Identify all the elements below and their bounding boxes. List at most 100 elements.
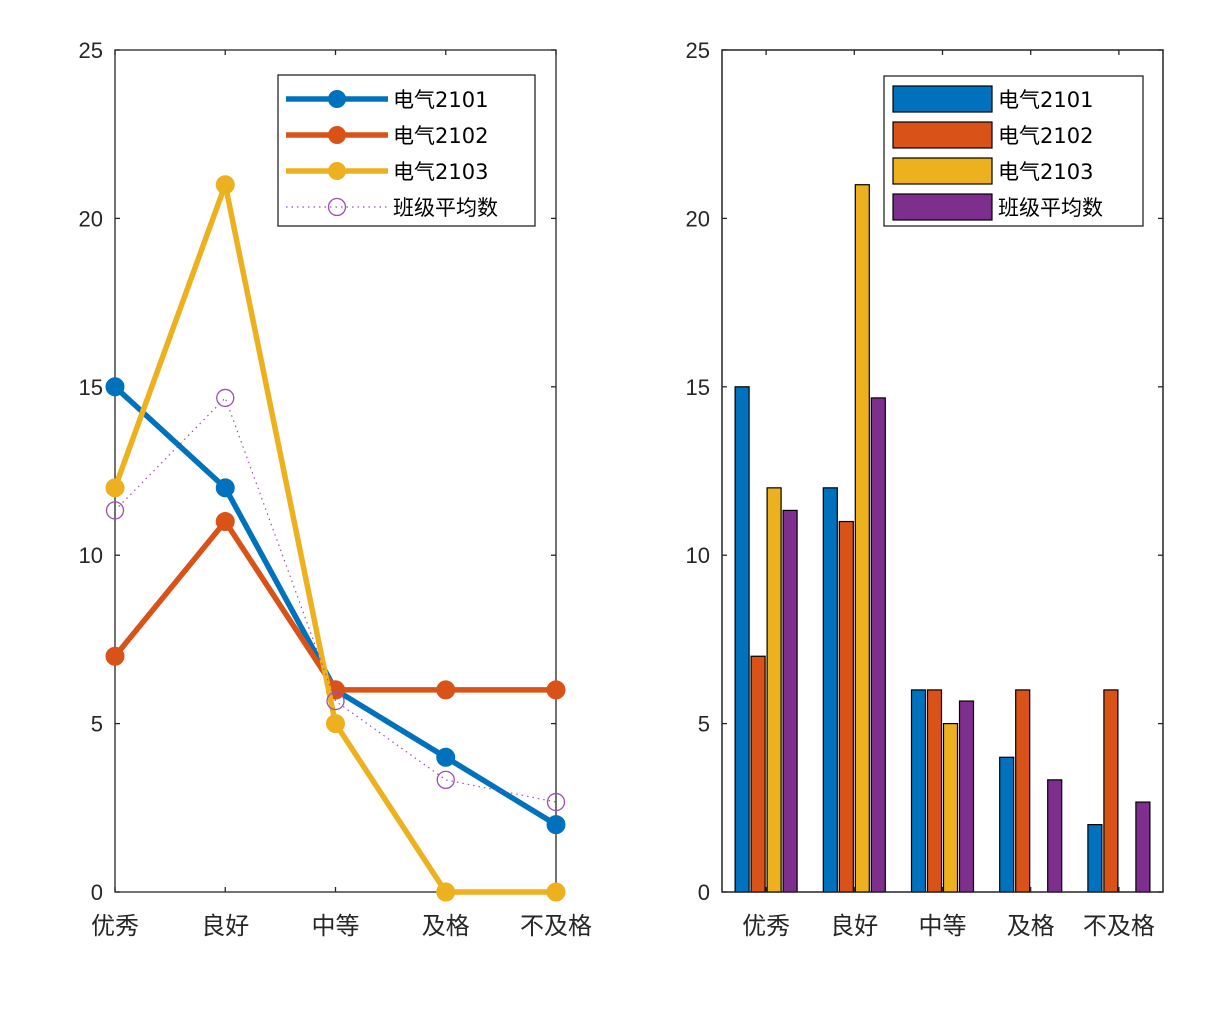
bar-chart-y-tick-labels: 0 5 10 15 20 25	[686, 38, 710, 905]
legend-label: 班级平均数	[998, 196, 1103, 220]
bar	[926, 689, 943, 893]
legend-label: 电气2102	[998, 124, 1093, 148]
legend-marker-sample	[327, 197, 347, 217]
line-chart-x-tick-labels: 优秀 良好 中等 及格 不及格	[91, 912, 592, 940]
y-tick-label: 25	[686, 38, 710, 63]
legend-swatch	[892, 157, 993, 185]
legend-item-series-3[interactable]: 电气2103	[892, 157, 1093, 185]
legend-item-series-3[interactable]: 电气2103	[286, 160, 488, 184]
legend-label: 电气2103	[393, 160, 488, 184]
data-point-marker	[105, 478, 125, 498]
data-point-marker	[436, 882, 456, 902]
legend-swatch	[892, 121, 993, 149]
y-tick-label: 20	[686, 206, 710, 231]
bar-series-series-1	[734, 386, 1103, 893]
bar-chart-x-tick-labels: 优秀 良好 中等 及格 不及格	[742, 912, 1155, 940]
y-tick-label: 0	[91, 880, 103, 905]
line-chart-y-tick-labels: 0 5 10 15 20 25	[79, 38, 103, 905]
legend-item-series-1[interactable]: 电气2101	[892, 85, 1093, 113]
y-tick-label: 15	[79, 375, 103, 400]
line-series-series-3	[105, 175, 566, 902]
bar	[766, 487, 782, 893]
data-point-marker	[105, 501, 125, 520]
x-tick-label: 中等	[919, 912, 967, 940]
bar	[942, 722, 959, 893]
legend-item-series-2[interactable]: 电气2102	[286, 124, 488, 148]
data-point-marker	[326, 714, 345, 734]
y-tick-label: 0	[698, 880, 710, 905]
data-point-marker	[215, 478, 235, 498]
data-point-marker	[215, 512, 235, 532]
bar	[1135, 801, 1151, 893]
legend-label: 电气2101	[998, 88, 1093, 112]
x-tick-label: 优秀	[91, 912, 139, 940]
y-tick-label: 5	[91, 712, 103, 737]
x-tick-label: 中等	[312, 912, 360, 940]
x-tick-label: 及格	[1007, 912, 1055, 940]
legend-label: 电气2102	[393, 124, 488, 148]
x-tick-label: 不及格	[520, 912, 592, 940]
legend-item-series-1[interactable]: 电气2101	[286, 88, 488, 112]
legend-marker-sample	[328, 162, 346, 180]
y-tick-label: 15	[686, 375, 710, 400]
bar	[734, 386, 750, 893]
y-tick-label: 5	[698, 712, 710, 737]
x-tick-label: 优秀	[742, 912, 790, 940]
line-chart-series	[105, 175, 566, 902]
bar	[750, 655, 766, 893]
legend-label: 班级平均数	[393, 196, 498, 220]
bar	[1087, 824, 1103, 893]
y-tick-label: 10	[686, 543, 710, 568]
legend-item-series-4[interactable]: 班级平均数	[286, 196, 498, 220]
legend-marker-sample	[328, 126, 346, 144]
bar-chart-axes-outline	[721, 49, 1164, 893]
legend-item-series-2[interactable]: 电气2102	[892, 121, 1093, 149]
legend-swatch	[892, 193, 993, 221]
legend-label: 电气2103	[998, 160, 1093, 184]
line-series-series-4	[105, 388, 566, 812]
x-tick-label: 良好	[201, 912, 249, 940]
bar	[999, 756, 1015, 893]
data-point-marker	[105, 646, 125, 666]
bar	[1103, 689, 1119, 893]
data-point-marker	[546, 680, 566, 700]
bar	[782, 509, 798, 893]
y-tick-label: 20	[79, 206, 103, 231]
bar	[822, 487, 838, 893]
data-point-marker	[326, 691, 345, 711]
legend-swatch	[892, 85, 993, 113]
bar	[854, 184, 870, 893]
bar	[958, 700, 975, 893]
data-point-marker	[436, 747, 456, 767]
series-line	[114, 397, 557, 803]
line-chart-legend[interactable]: 电气2101 电气2102 电气2103 班级平均数	[277, 74, 536, 227]
x-tick-label: 良好	[830, 912, 878, 940]
bar	[870, 397, 886, 893]
data-point-marker	[436, 680, 456, 700]
bar-series-series-4	[782, 397, 1151, 893]
bar-chart-bars	[734, 184, 1151, 893]
data-point-marker	[215, 175, 235, 195]
bar	[1015, 689, 1031, 893]
legend-marker-sample	[328, 90, 346, 108]
bar-series-series-3	[766, 184, 959, 893]
y-tick-label: 10	[79, 543, 103, 568]
data-point-marker	[546, 815, 566, 835]
data-point-marker	[105, 377, 125, 397]
data-point-marker	[546, 882, 566, 902]
data-point-marker	[436, 770, 455, 789]
x-tick-label: 不及格	[1083, 912, 1155, 940]
bar	[1047, 779, 1063, 893]
legend-item-series-4[interactable]: 班级平均数	[892, 193, 1103, 221]
legend-label: 电气2101	[393, 88, 488, 112]
bar	[910, 689, 927, 893]
bar	[838, 520, 854, 893]
bar-chart-legend[interactable]: 电气2101 电气2102 电气2103 班级平均数	[883, 75, 1144, 227]
data-point-marker	[546, 792, 566, 812]
x-tick-label: 及格	[422, 912, 470, 940]
data-point-marker	[216, 388, 235, 408]
y-tick-label: 25	[79, 38, 103, 63]
